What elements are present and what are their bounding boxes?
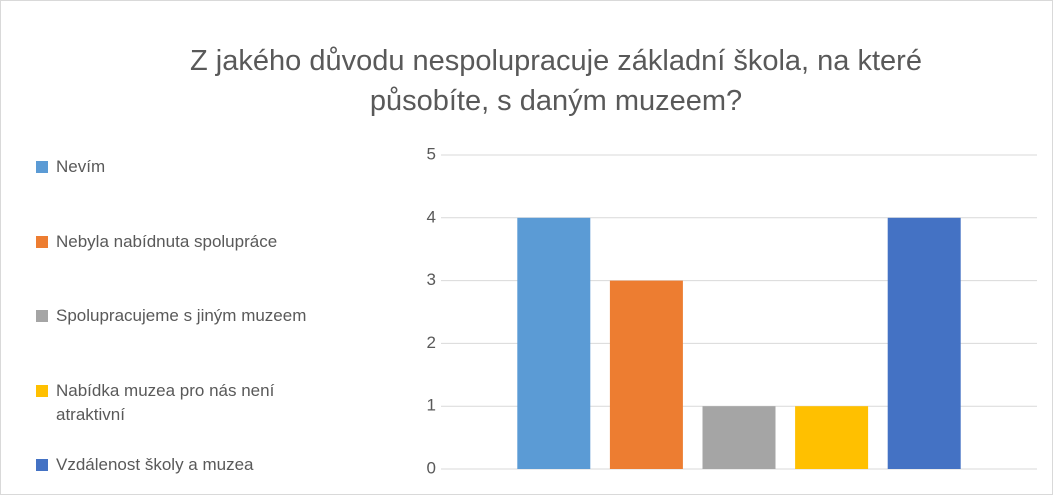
y-tick-label: 0 bbox=[427, 458, 436, 477]
bar bbox=[887, 217, 961, 469]
legend-item: Vzdálenost školy a muzea bbox=[36, 453, 336, 477]
y-tick-label: 4 bbox=[427, 207, 436, 226]
bar bbox=[609, 280, 683, 469]
legend-item: Nebyla nabídnuta spolupráce bbox=[36, 230, 336, 254]
legend-label: Spolupracujeme s jiným muzeem bbox=[56, 306, 307, 325]
legend-item: Nabídka muzea pro nás není atraktivní bbox=[36, 379, 336, 427]
legend-label: Nebyla nabídnuta spolupráce bbox=[56, 231, 278, 251]
legend-swatch bbox=[36, 459, 48, 471]
legend-item: Spolupracujeme s jiným muzeem bbox=[36, 304, 336, 328]
y-tick-label: 3 bbox=[427, 270, 436, 289]
legend-label: Vzdálenost školy a muzea bbox=[56, 455, 254, 474]
bar bbox=[702, 406, 776, 469]
legend-swatch bbox=[36, 384, 48, 397]
chart-title: Z jakého důvodu nespolupracuje základní … bbox=[190, 45, 922, 117]
bar bbox=[795, 406, 869, 469]
y-tick-label: 2 bbox=[427, 333, 436, 352]
legend-label: Nabídka muzea pro nás není atraktivní bbox=[56, 380, 275, 424]
bar bbox=[517, 217, 591, 469]
y-tick-label: 5 bbox=[427, 144, 436, 163]
legend-item: Nevím bbox=[36, 155, 336, 179]
legend-swatch bbox=[36, 310, 48, 322]
legend-label: Nevím bbox=[56, 157, 106, 176]
legend-swatch bbox=[36, 235, 48, 248]
legend-swatch bbox=[36, 161, 48, 173]
y-tick-label: 1 bbox=[427, 396, 436, 415]
